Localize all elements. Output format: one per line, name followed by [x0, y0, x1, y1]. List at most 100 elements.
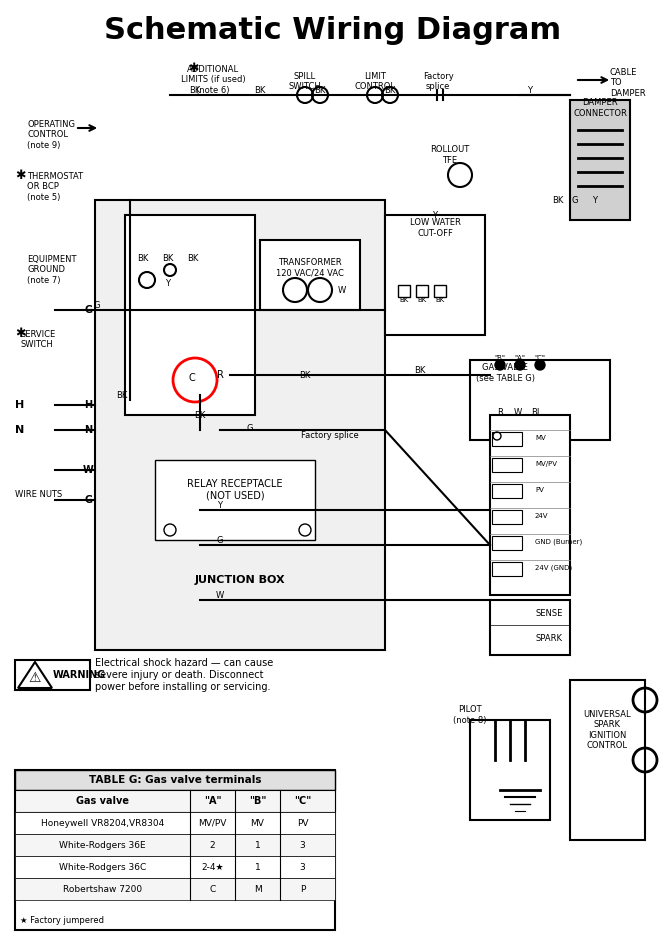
- Text: BL: BL: [531, 407, 541, 417]
- Text: JUNCTION BOX: JUNCTION BOX: [195, 575, 285, 585]
- Text: LIMIT
CONTROL: LIMIT CONTROL: [354, 72, 396, 91]
- Text: M: M: [253, 885, 261, 894]
- Bar: [492, 510, 522, 524]
- Text: ROLLOUT
TFE: ROLLOUT TFE: [430, 145, 470, 165]
- Bar: [385, 215, 485, 335]
- Text: BK: BK: [314, 86, 325, 94]
- Text: CABLE
TO
DAMPER: CABLE TO DAMPER: [610, 68, 646, 98]
- Text: SENSE: SENSE: [535, 608, 562, 618]
- Text: SPARK: SPARK: [535, 634, 562, 642]
- Text: ADDITIONAL
LIMITS (if used)
(note 6): ADDITIONAL LIMITS (if used) (note 6): [181, 65, 245, 95]
- Text: BK: BK: [116, 390, 127, 400]
- Text: "C": "C": [534, 355, 546, 361]
- Text: 1: 1: [255, 863, 260, 871]
- Text: BK: BK: [254, 86, 265, 94]
- Bar: [492, 458, 522, 472]
- Text: Schematic Wiring Diagram: Schematic Wiring Diagram: [105, 15, 562, 44]
- Text: ★ Factory jumpered: ★ Factory jumpered: [20, 916, 104, 925]
- Text: 2: 2: [209, 840, 215, 850]
- Text: GAS VALVE
(see TABLE G): GAS VALVE (see TABLE G): [476, 363, 534, 383]
- Text: EQUIPMENT
GROUND
(note 7): EQUIPMENT GROUND (note 7): [27, 255, 77, 285]
- Text: Factory splice: Factory splice: [301, 431, 359, 439]
- Text: H: H: [84, 400, 92, 410]
- Text: DAMPER
CONNECTOR: DAMPER CONNECTOR: [573, 98, 627, 118]
- Text: 24V: 24V: [535, 513, 548, 519]
- Text: Y: Y: [217, 501, 223, 509]
- Text: ✱: ✱: [15, 326, 25, 339]
- Bar: [15, 790, 335, 812]
- Text: WIRE NUTS: WIRE NUTS: [15, 490, 62, 499]
- Text: BK: BK: [400, 297, 409, 303]
- Bar: [15, 834, 335, 856]
- Text: Electrical shock hazard — can cause
severe injury or death. Disconnect
power bef: Electrical shock hazard — can cause seve…: [95, 658, 273, 691]
- Text: BK: BK: [137, 254, 149, 262]
- Bar: [470, 360, 610, 440]
- Text: "A": "A": [203, 796, 221, 806]
- Bar: [15, 770, 335, 790]
- Bar: [490, 600, 570, 655]
- Text: Y: Y: [592, 195, 598, 205]
- Bar: [15, 812, 335, 834]
- Text: White-Rodgers 36C: White-Rodgers 36C: [59, 863, 146, 871]
- Text: OPERATING
CONTROL
(note 9): OPERATING CONTROL (note 9): [27, 120, 75, 150]
- Text: MV/PV: MV/PV: [198, 819, 227, 828]
- Text: GND (Burner): GND (Burner): [535, 538, 582, 545]
- Text: Y: Y: [528, 86, 532, 94]
- Text: MV: MV: [251, 819, 264, 828]
- Bar: [434, 285, 446, 297]
- Text: C: C: [189, 373, 195, 383]
- Bar: [125, 215, 255, 415]
- Circle shape: [164, 524, 176, 536]
- Text: BK: BK: [162, 254, 173, 262]
- Bar: [570, 680, 645, 840]
- Bar: [95, 200, 385, 650]
- Text: PILOT
(note 8): PILOT (note 8): [454, 705, 487, 725]
- Text: Robertshaw 7200: Robertshaw 7200: [63, 885, 142, 894]
- Text: "C": "C": [294, 796, 311, 806]
- Text: N: N: [84, 425, 92, 435]
- Text: TABLE G: Gas valve terminals: TABLE G: Gas valve terminals: [89, 775, 261, 785]
- Text: 2-4★: 2-4★: [201, 863, 224, 871]
- Text: BK: BK: [552, 195, 564, 205]
- Bar: [492, 432, 522, 446]
- Text: C: C: [209, 885, 215, 894]
- Text: THERMOSTAT
OR BCP
(note 5): THERMOSTAT OR BCP (note 5): [27, 172, 83, 202]
- Text: Gas valve: Gas valve: [76, 796, 129, 806]
- Text: SERVICE
SWITCH: SERVICE SWITCH: [20, 330, 55, 350]
- Text: "A": "A": [514, 355, 526, 361]
- Text: UNIVERSAL
SPARK
IGNITION
CONTROL: UNIVERSAL SPARK IGNITION CONTROL: [583, 710, 631, 750]
- Text: ⚠: ⚠: [29, 671, 41, 685]
- Text: G: G: [94, 301, 100, 309]
- Text: BK: BK: [384, 86, 396, 94]
- Bar: [260, 240, 360, 310]
- Bar: [155, 460, 315, 540]
- Text: ✱: ✱: [15, 169, 25, 181]
- Text: R: R: [497, 407, 503, 417]
- Polygon shape: [18, 662, 52, 688]
- Text: Honeywell VR8204,VR8304: Honeywell VR8204,VR8304: [41, 819, 164, 828]
- Text: ✱: ✱: [187, 61, 198, 74]
- Text: BK: BK: [189, 86, 201, 94]
- Text: WARNING: WARNING: [53, 670, 106, 680]
- Text: 3: 3: [299, 840, 305, 850]
- Text: W: W: [514, 407, 522, 417]
- Text: G: G: [247, 423, 253, 433]
- Text: SPILL
SWITCH: SPILL SWITCH: [289, 72, 321, 91]
- Text: G: G: [572, 195, 578, 205]
- Bar: [490, 415, 570, 595]
- Text: 120 VAC/24 VAC: 120 VAC/24 VAC: [276, 269, 344, 277]
- Text: Factory
splice: Factory splice: [423, 72, 454, 91]
- Text: W: W: [338, 286, 346, 294]
- Text: R: R: [217, 370, 223, 380]
- Text: "B": "B": [249, 796, 266, 806]
- Text: P: P: [299, 885, 305, 894]
- Bar: [15, 878, 335, 900]
- Text: W: W: [216, 590, 224, 600]
- Text: BK: BK: [436, 297, 445, 303]
- Text: RELAY RECEPTACLE
(NOT USED): RELAY RECEPTACLE (NOT USED): [187, 479, 283, 501]
- Circle shape: [495, 360, 505, 370]
- Text: G: G: [217, 536, 223, 544]
- Text: G: G: [84, 495, 92, 505]
- Bar: [492, 484, 522, 498]
- Text: PV: PV: [297, 819, 308, 828]
